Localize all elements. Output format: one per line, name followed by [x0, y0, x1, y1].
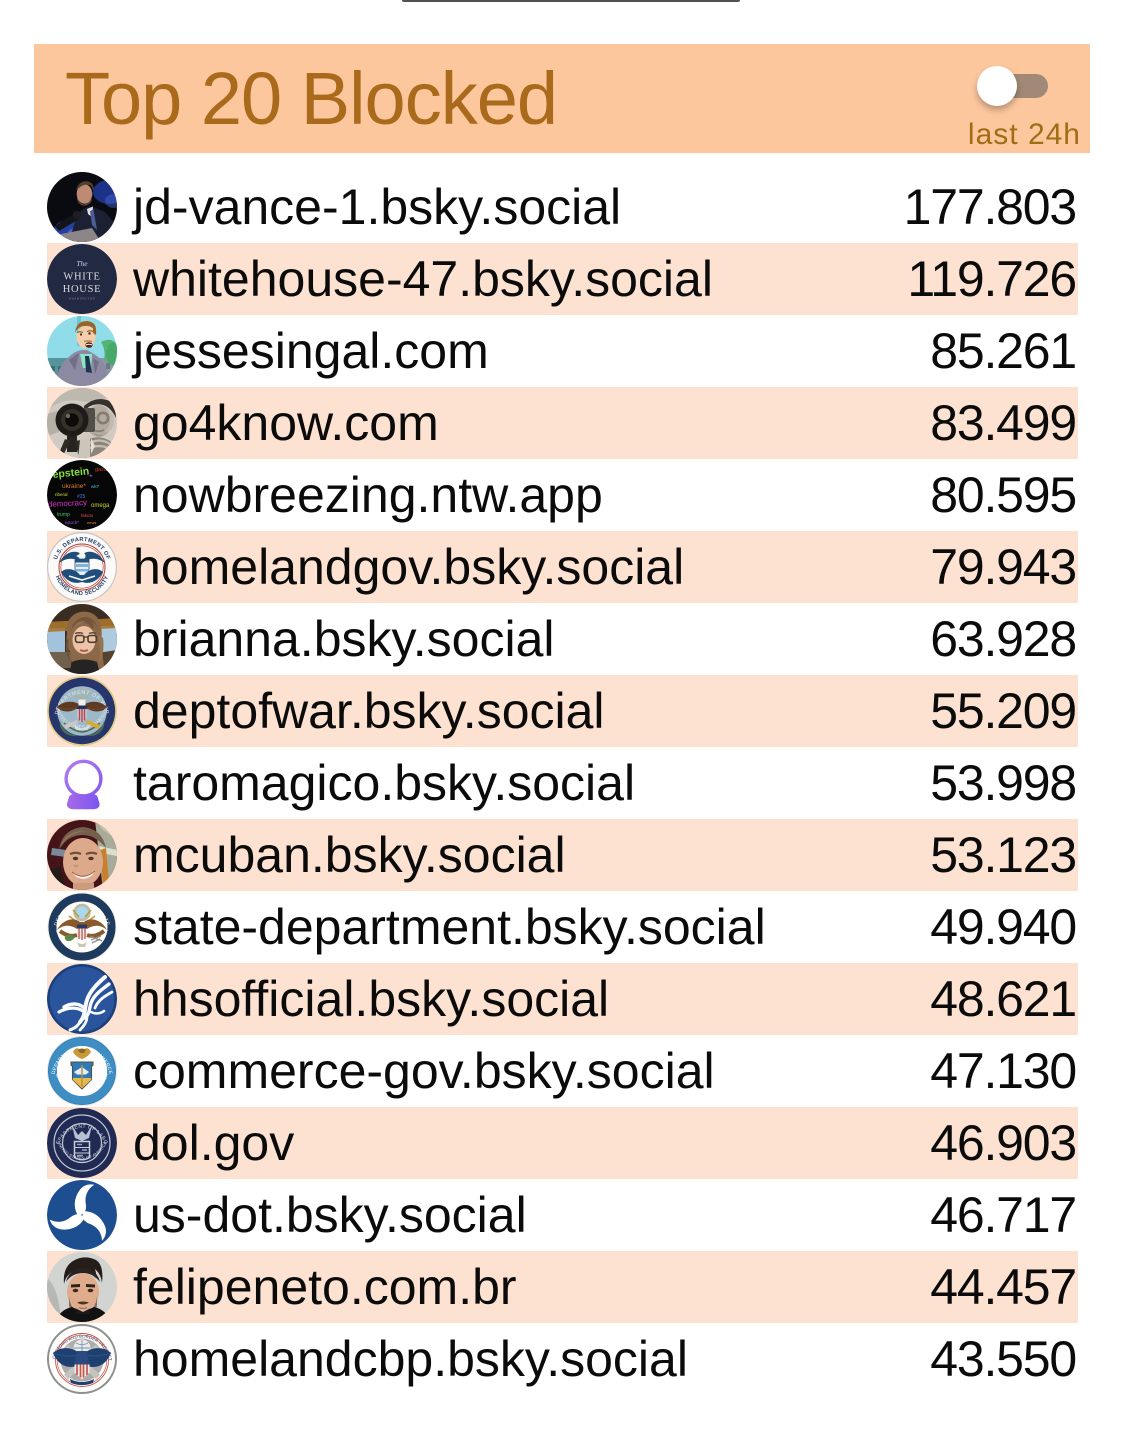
- svg-text:*★: *★: [87, 473, 94, 478]
- svg-text:epstein: epstein: [52, 465, 90, 481]
- svg-text:wkt*: wkt*: [91, 484, 100, 489]
- svg-text:news: news: [87, 520, 96, 525]
- svg-text:fakuto: fakuto: [81, 513, 94, 518]
- svg-text:WASHINGTON: WASHINGTON: [69, 296, 96, 300]
- svg-text:trump: trump: [57, 512, 70, 518]
- svg-text:riberal: riberal: [55, 492, 68, 497]
- svg-text:The: The: [76, 259, 88, 268]
- svg-text:omega: omega: [91, 503, 110, 509]
- svg-text:HOUSE: HOUSE: [63, 284, 102, 295]
- svg-text:WHITE: WHITE: [63, 271, 100, 282]
- svg-text:ukraine*: ukraine*: [62, 483, 86, 490]
- svg-text:epoch*: epoch*: [65, 520, 79, 525]
- svg-text:gaza: gaza: [95, 467, 108, 473]
- svg-text:#25: #25: [77, 494, 86, 500]
- svg-text:democracy: democracy: [48, 498, 88, 509]
